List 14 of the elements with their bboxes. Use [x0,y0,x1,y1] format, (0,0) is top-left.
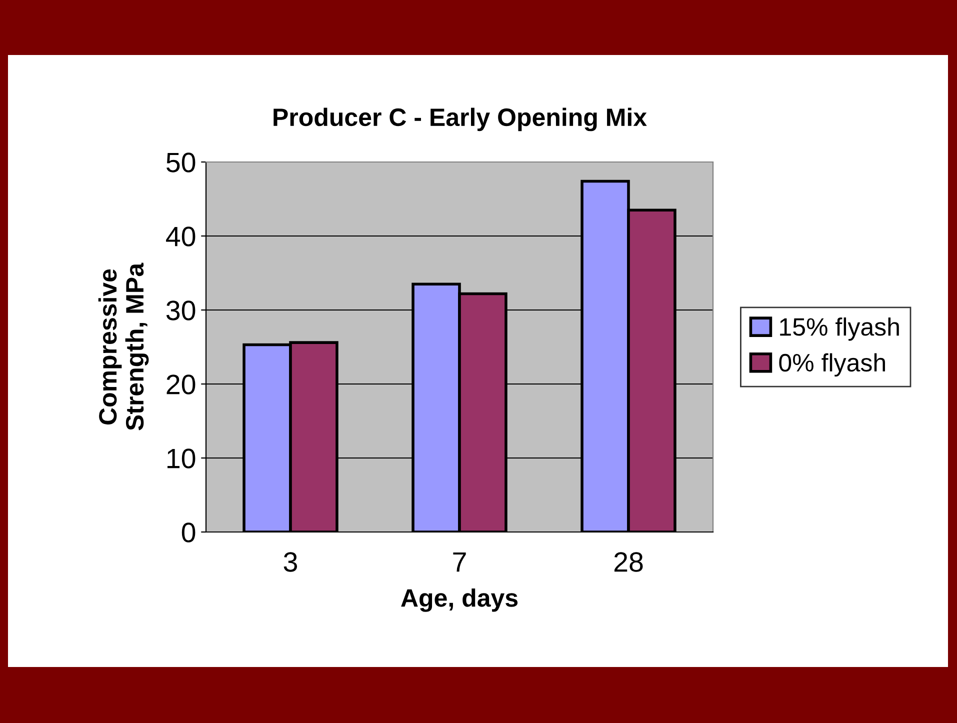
y-tick-label: 0 [182,522,196,542]
y-tick-label: 40 [166,226,196,246]
legend-label: 15% flyash [780,317,899,341]
y-tick-label: 50 [166,152,196,172]
y-axis-title: Compressive Strength, MPa [98,262,149,430]
y-tick-label: 30 [166,300,196,320]
chart-title: Producer C - Early Opening Mix [274,108,647,132]
y-tick-label: 10 [168,448,196,468]
legend-label: 0% flyash [779,353,885,377]
y-tick-label: 20 [166,374,196,394]
x-axis-title: Age, days [401,588,518,612]
x-tick-label: 7 [453,552,466,572]
x-tick-label: 28 [614,552,643,572]
x-tick-label: 3 [284,552,298,572]
